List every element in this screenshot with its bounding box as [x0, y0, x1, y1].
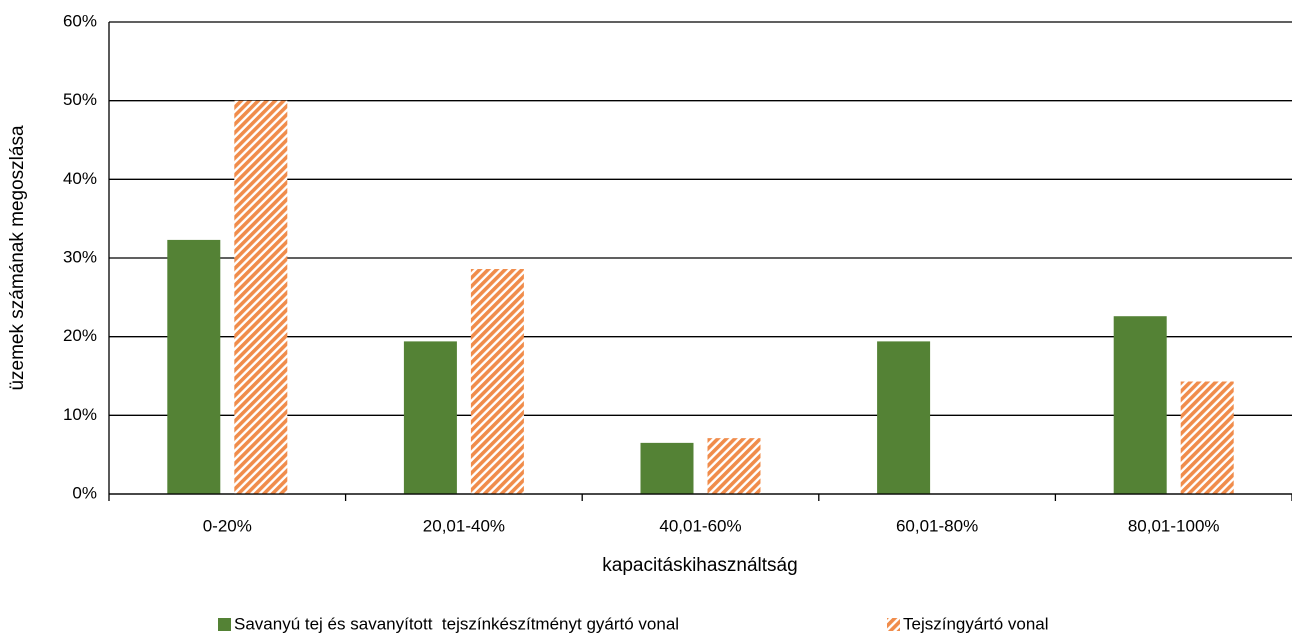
x-tick-label: 40,01-60%	[659, 516, 741, 535]
y-tick-label: 20%	[63, 326, 97, 345]
y-tick-label: 10%	[63, 405, 97, 424]
x-tick-label: 80,01-100%	[1128, 516, 1220, 535]
y-tick-label: 50%	[63, 90, 97, 109]
x-axis-label: kapacitáskihasználtság	[602, 555, 797, 576]
bar	[403, 341, 457, 494]
x-tick-label: 0-20%	[203, 516, 252, 535]
legend-swatch	[218, 618, 231, 631]
legend-label: Savanyú tej és savanyított tejszínkészít…	[234, 614, 679, 633]
y-tick-label: 60%	[63, 11, 97, 30]
bar	[470, 269, 524, 494]
y-axis-label: üzemek számának megoszlása	[7, 125, 28, 390]
y-tick-label: 0%	[72, 483, 97, 502]
bar	[877, 341, 931, 494]
x-tick-label: 20,01-40%	[423, 516, 505, 535]
y-tick-label: 30%	[63, 247, 97, 266]
bar	[707, 438, 761, 494]
legend-swatch	[887, 618, 900, 631]
bar	[234, 100, 288, 495]
legend-label: Tejszíngyártó vonal	[903, 614, 1049, 633]
bar	[640, 442, 694, 494]
x-tick-label: 60,01-80%	[896, 516, 978, 535]
bar	[167, 239, 221, 494]
y-tick-label: 40%	[63, 169, 97, 188]
bar	[1113, 316, 1167, 494]
bar	[1180, 381, 1234, 494]
